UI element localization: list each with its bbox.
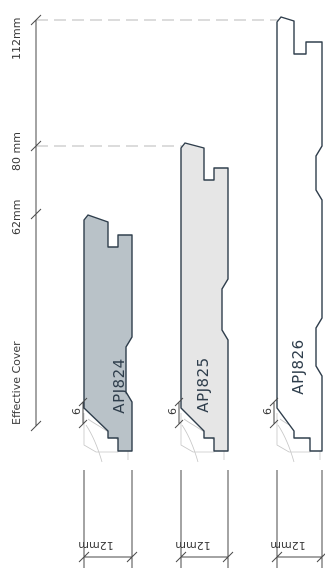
profile-apj824-overlap: 6 [70,408,83,415]
profile-apj825: APJ825 6 12mm [166,142,234,568]
effective-cover-label: Effective Cover [10,341,23,425]
profile-apj826-shape [276,16,323,452]
profile-apj826: APJ826 6 12mm [261,16,325,568]
profile-apj825-overlap: 6 [166,408,179,415]
profile-apj826-overlap: 6 [261,408,274,415]
height-dimension-axis [30,14,42,432]
profile-apj824-thickness: 12mm [78,539,113,552]
profile-apj825-shape [180,142,229,452]
profile-apj824-code: APJ824 [110,358,128,413]
height-62-label: 62mm [10,200,23,235]
profile-apj826-code: APJ826 [289,339,307,394]
height-80-label: 80 mm [10,132,23,171]
profile-apj824-shape [83,214,133,452]
profile-apj826-thickness: 12mm [270,539,305,552]
profile-apj824: APJ824 6 12mm [70,214,138,568]
profile-apj825-thickness: 12mm [175,539,210,552]
height-112-label: 112mm [10,18,23,60]
profile-apj825-code: APJ825 [194,357,212,412]
